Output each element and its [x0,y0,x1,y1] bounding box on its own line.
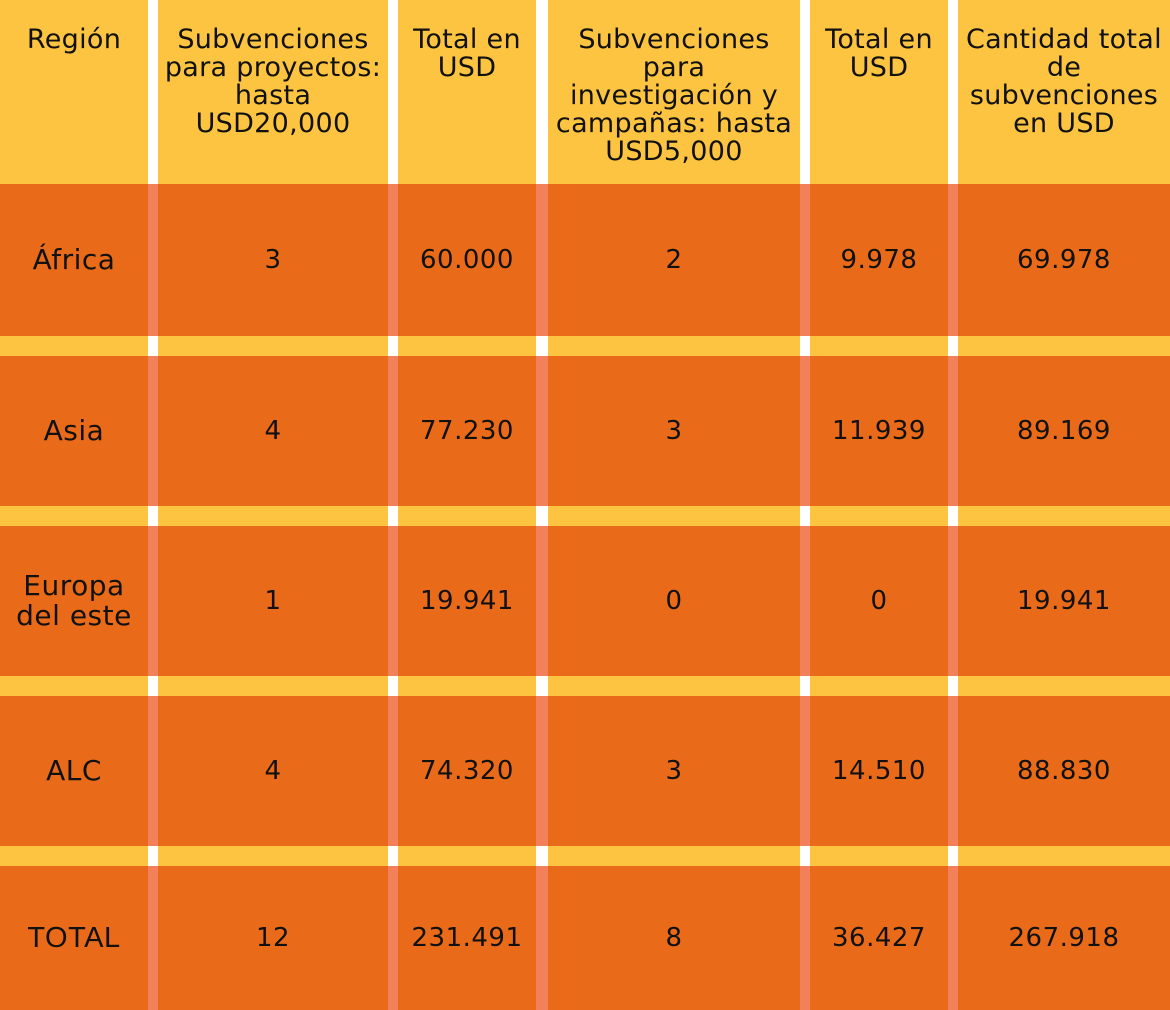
row-divider [0,846,1170,866]
table-cell-research: 3 [548,356,800,506]
gap-divider [536,336,548,356]
table-cell-research: 0 [548,526,800,676]
gap-divider [948,676,958,696]
gap-divider [948,846,958,866]
table-cell-grand-total: 89.169 [958,356,1170,506]
header-research-total-label: Total en USD [825,24,933,83]
table-cell-projects: 1 [158,526,388,676]
gap-divider [536,506,548,526]
gap-divider [148,676,158,696]
table-cell-region: Asia [0,356,148,506]
table-cell-grand-total: 88.830 [958,696,1170,846]
header-project-total: Total en USD [398,0,536,184]
header-research-grants: Subvenciones para investigación y campañ… [548,0,800,184]
table-cell-projects-total: 60.000 [398,184,536,336]
table-cell-research-total: 0 [810,526,948,676]
table-cell-research: 2 [548,184,800,336]
table-cell-projects: 12 [158,866,388,1010]
column-divider [948,184,958,1010]
gap-divider [800,846,810,866]
gap-divider [948,336,958,356]
column-divider [536,0,548,184]
row-divider [0,676,1170,696]
column-divider [800,184,810,1010]
column-divider [148,0,158,184]
column-divider [800,0,810,184]
header-project-grants: Subvenciones para proyectos: hasta USD20… [158,0,388,184]
header-project-total-label: Total en USD [413,24,521,83]
gap-divider [388,506,398,526]
table-cell-region: ALC [0,696,148,846]
row-divider [0,506,1170,526]
table-cell-grand-total: 267.918 [958,866,1170,1010]
header-research-grants-label: Subvenciones para investigación y campañ… [555,24,793,167]
header-grand-total: Cantidad total de subvenciones en USD [958,0,1170,184]
column-divider [388,0,398,184]
column-divider [388,184,398,1010]
table-cell-research: 8 [548,866,800,1010]
gap-divider [148,506,158,526]
table-cell-research-total: 9.978 [810,184,948,336]
gap-divider [800,336,810,356]
table-cell-region-total: TOTAL [0,866,148,1010]
gap-divider [388,336,398,356]
table-cell-research-total: 11.939 [810,356,948,506]
table-cell-projects-total: 77.230 [398,356,536,506]
gap-divider [388,846,398,866]
header-project-grants-label: Subvenciones para proyectos: hasta USD20… [164,24,382,139]
gap-divider [536,846,548,866]
column-divider [148,184,158,1010]
gap-divider [388,676,398,696]
column-divider [536,184,548,1010]
table-cell-projects: 4 [158,356,388,506]
column-divider [948,0,958,184]
header-region-label: Región [26,24,122,55]
gap-divider [148,846,158,866]
gap-divider [800,676,810,696]
header-grand-total-label: Cantidad total de subvenciones en USD [966,24,1162,139]
table-cell-projects-total: 231.491 [398,866,536,1010]
table-cell-region: África [0,184,148,336]
table-cell-research-total: 36.427 [810,866,948,1010]
table-cell-projects-total: 74.320 [398,696,536,846]
gap-divider [536,676,548,696]
table-cell-projects-total: 19.941 [398,526,536,676]
table-cell-grand-total: 19.941 [958,526,1170,676]
gap-divider [148,336,158,356]
table-cell-projects: 4 [158,696,388,846]
header-region: Región [0,0,148,184]
table-cell-research: 3 [548,696,800,846]
gap-divider [800,506,810,526]
table-cell-grand-total: 69.978 [958,184,1170,336]
table-cell-region: Europa del este [0,526,148,676]
row-divider [0,336,1170,356]
table-cell-research-total: 14.510 [810,696,948,846]
header-research-total: Total en USD [810,0,948,184]
table-cell-projects: 3 [158,184,388,336]
gap-divider [948,506,958,526]
